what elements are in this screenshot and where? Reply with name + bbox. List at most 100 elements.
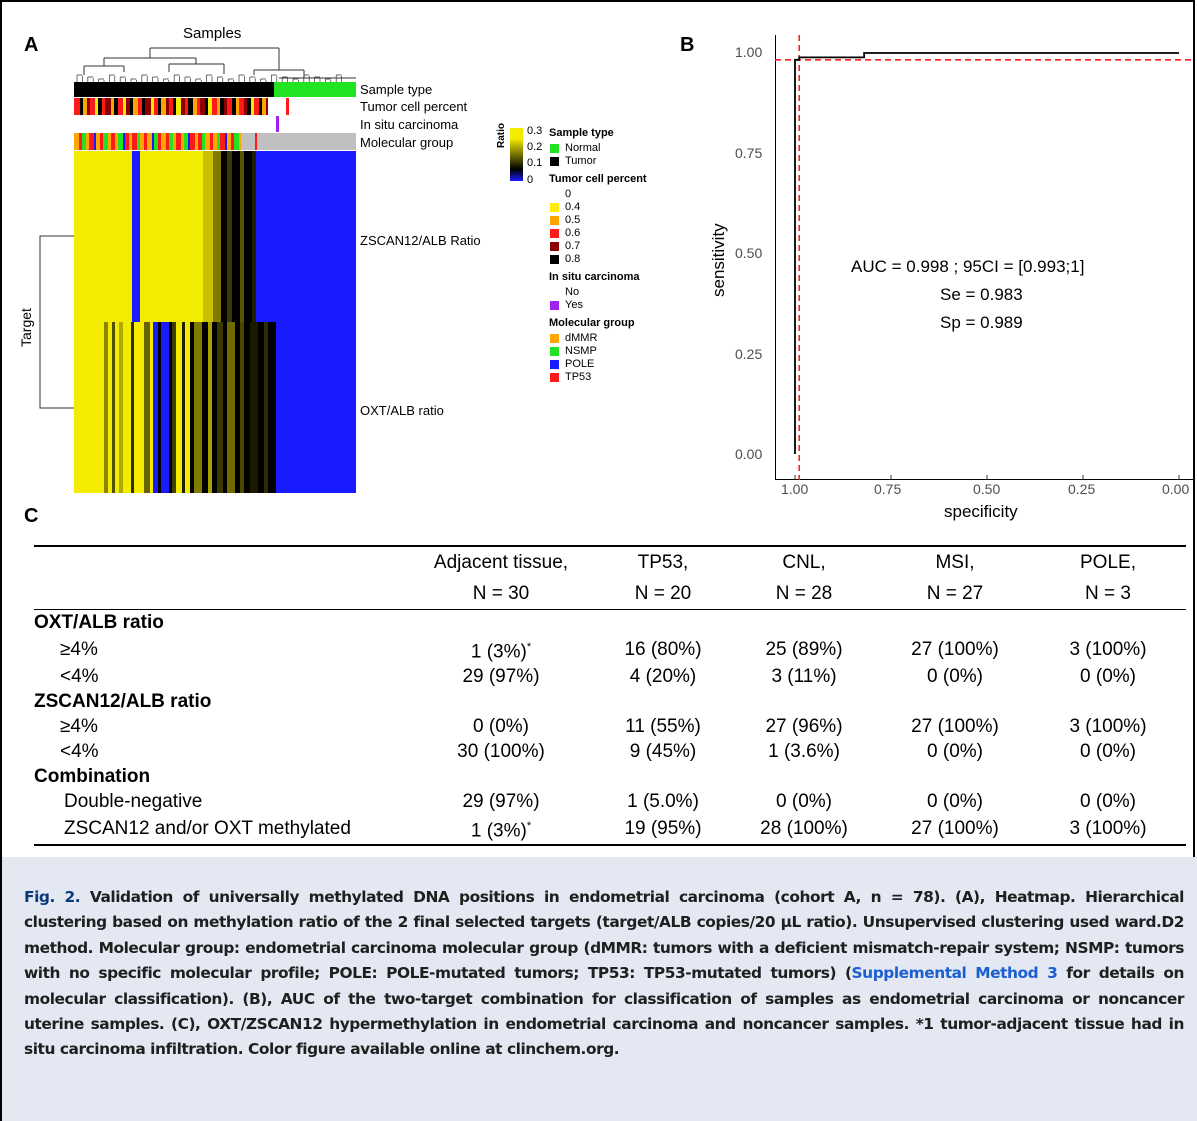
x-tick-000: 0.00 [1162,481,1190,497]
table-header-row: N = 30 N = 20 N = 28 N = 27 N = 3 [34,579,1186,610]
panel-a-letter: A [24,34,39,56]
legend-item-tumor: Tumor [565,155,597,167]
table-cell: 27 (100%) [911,639,999,661]
table-row: Double-negative 29 (97%) 1 (5.0%) 0 (0%) 0 (… [34,789,1186,814]
ratio-tick-0: 0 [527,174,534,186]
col-n: N = 30 [404,579,598,610]
col-n: N = 20 [598,579,728,610]
legend-swatch-tcp-08 [550,255,559,264]
track-molecular-group [74,133,356,150]
ratio-tick-01: 0.1 [527,157,543,169]
table-cell: 3 (100%) [1069,716,1147,738]
legend-swatch-no [550,288,559,297]
col-n: N = 27 [880,579,1030,610]
legend-item-pole: POLE [565,358,595,370]
track-tumor-cell-percent [74,98,356,115]
legend-title-in-situ: In situ carcinoma [549,271,640,283]
table-cell: 0 (0%) [927,741,983,763]
table-cell: 1 (3%)* [470,641,532,663]
section-row: ZSCAN12/ALB ratio [34,689,1186,714]
legend-item-tp53: TP53 [565,371,592,383]
table-cell: 0 (0%) [1080,666,1136,688]
legend-item-yes: Yes [565,299,583,311]
col-header: POLE, [1030,545,1186,579]
legend-swatch-nsmp [550,347,559,356]
legend-swatch-tp53 [550,373,559,382]
col-header: TP53, [598,545,728,579]
table-cell: 1 (5.0%) [627,791,699,813]
legend-swatch-pole [550,360,559,369]
table-cell: 30 (100%) [457,741,545,763]
table-cell: 0 (0%) [1080,741,1136,763]
legend-title-sample-type: Sample type [549,127,614,139]
heatmap-row-oxt [74,322,356,493]
row-label: ≥4% [60,639,98,661]
row-label: ≥4% [60,716,98,738]
section-row: OXT/ALB ratio [34,610,1186,636]
legend-swatch-yes [550,301,559,310]
legend-title-tumor-cell-percent: Tumor cell percent [549,173,647,185]
figure-frame [0,0,1195,857]
track-label-molecular-group: Molecular group [360,135,454,150]
legend-swatch-tcp-07 [550,242,559,251]
sp-annotation: Sp = 0.989 [940,313,1023,332]
y-tick-075: 0.75 [735,145,763,161]
section-title: Combination [34,766,151,788]
column-dendrogram [76,47,356,82]
y-axis-title: sensitivity [709,223,728,297]
y-tick-000: 0.00 [735,446,763,462]
legend-swatch-tcp-0 [550,190,559,199]
table-cell: 0 (0%) [927,791,983,813]
legend-item-normal: Normal [565,142,601,154]
table-row: ≥4% 1 (3%)* 16 (80%) 25 (89%) 27 (100%) 3 (10… [34,635,1186,664]
table-row: ≥4% 0 (0%) 11 (55%) 27 (96%) 27 (100%) 3 (100… [34,714,1186,739]
ratio-tick-03: 0.3 [527,125,543,137]
caption-text: Fig. 2. Validation of universally methyl… [24,885,1184,1063]
panel-c-letter: C [24,505,39,527]
table-row: <4% 30 (100%) 9 (45%) 1 (3.6%) 0 (0%) 0 (0%) [34,739,1186,764]
table-cell: 1 (3.6%) [768,741,840,763]
track-in-situ-carcinoma [74,116,356,132]
ratio-scale-title: Ratio [496,123,507,148]
caption-body: Validation of universally methylated DNA… [24,888,1184,983]
supplemental-method-link[interactable]: Supplemental Method 3 [851,964,1058,983]
heatmap-row-zscan12 [74,151,356,322]
x-tick-025: 0.25 [1068,481,1096,497]
track-label-tumor-cell-percent: Tumor cell percent [360,99,468,114]
figure-number: Fig. 2. [24,888,81,906]
table-cell: 28 (100%) [728,814,880,846]
col-n: N = 28 [728,579,880,610]
legend-item-nsmp: NSMP [565,345,597,357]
table-cell: 0 (0%) [927,666,983,688]
se-annotation: Se = 0.983 [940,285,1023,304]
col-n: N = 3 [1030,579,1186,610]
row-label-zscan12: ZSCAN12/ALB Ratio [360,233,481,248]
legend-swatch-normal [550,144,559,153]
x-tick-050: 0.50 [973,481,1001,497]
table-cell: 25 (89%) [765,639,843,661]
ratio-tick-02: 0.2 [527,141,543,153]
table-header-row: Adjacent tissue, TP53, CNL, MSI, POLE, [34,545,1186,579]
table-cell: 0 (0%) [1080,791,1136,813]
section-title: OXT/ALB ratio [34,612,164,633]
x-tick-075: 0.75 [874,481,902,497]
table-cell: 11 (55%) [625,716,701,738]
legend-item-tcp-0: 0 [565,188,572,200]
legend-swatch-tumor [550,157,559,166]
table-cell: 4 (20%) [629,666,697,688]
legend-title-molecular-group: Molecular group [549,317,635,329]
table-row: ZSCAN12 and/or OXT methylated 1 (3%)* 19 (… [34,814,1186,846]
roc-curve [794,52,1179,454]
legend-item-dmmr: dMMR [565,332,598,344]
ratio-color-scale [510,128,523,181]
legend-swatch-tcp-04 [550,203,559,212]
panel-b-letter: B [680,34,695,56]
row-label: ZSCAN12 and/or OXT methylated [34,814,404,846]
y-tick-100: 1.00 [735,44,763,60]
section-row: Combination [34,764,1186,789]
table-cell: 3 (100%) [1030,814,1186,846]
table-cell: 16 (80%) [624,639,702,661]
auc-annotation: AUC = 0.998 ; 95CI = [0.993;1] [851,257,1085,276]
table-row: <4% 29 (97%) 4 (20%) 3 (11%) 0 (0%) 0 (0%) [34,664,1186,689]
x-tick-100: 1.00 [781,481,809,497]
